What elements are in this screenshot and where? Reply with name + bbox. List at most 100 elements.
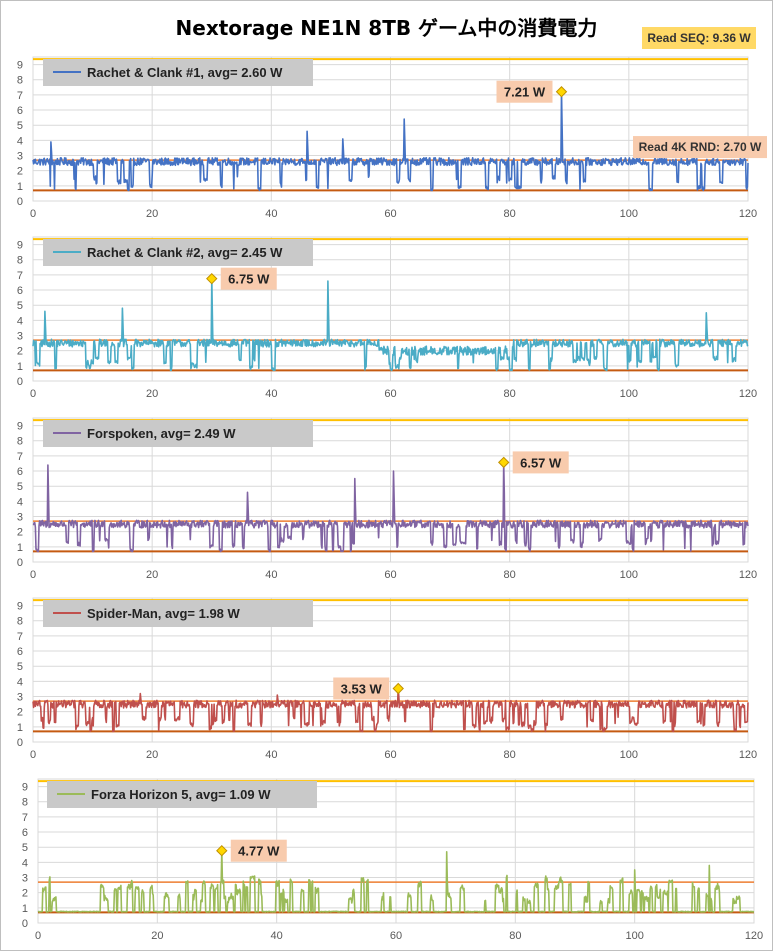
y-tick-label: 9 [17, 601, 23, 613]
peak-marker [216, 844, 228, 857]
y-tick-label: 8 [17, 616, 23, 628]
read-rnd-label: Read 4K RND: 2.70 W [639, 140, 762, 154]
x-tick-label: 100 [620, 388, 638, 400]
x-tick-label: 40 [271, 930, 283, 942]
x-tick-label: 0 [30, 749, 36, 761]
y-tick-label: 8 [22, 797, 28, 809]
peak-marker [392, 682, 404, 695]
y-tick-label: 2 [22, 888, 28, 900]
legend-box [43, 239, 313, 266]
chart-panel-2: 0 1 2 3 4 5 6 7 8 9 0 20 40 60 80 100 120 Rachet & Clank … [17, 236, 757, 400]
peak-label: 6.75 W [228, 272, 270, 287]
y-tick-label: 9 [22, 782, 28, 794]
x-tick-label: 20 [146, 388, 158, 400]
series-line [32, 461, 749, 553]
legend-label: Rachet & Clank #1, avg= 2.60 W [87, 65, 283, 80]
chart-panel-1: 0 1 2 3 4 5 6 7 8 9 0 20 40 60 80 100 120 Rachet & Clank … [17, 56, 767, 220]
x-tick-label: 80 [504, 208, 516, 220]
x-tick-label: 40 [265, 569, 277, 581]
y-tick-label: 4 [17, 315, 23, 327]
peak-label-box [230, 839, 287, 862]
peak-label-box [512, 451, 569, 474]
peak-label-box [496, 80, 553, 103]
y-tick-label: 4 [17, 496, 23, 508]
legend-box [43, 600, 313, 627]
y-tick-label: 2 [17, 166, 23, 178]
y-tick-label: 6 [17, 466, 23, 478]
legend-box [47, 781, 317, 808]
chart-panel-5: 0 1 2 3 4 5 6 7 8 9 0 20 40 60 80 100 120 Forza Horizon 5… [22, 778, 763, 942]
y-tick-label: 5 [17, 300, 23, 312]
y-tick-label: 2 [17, 707, 23, 719]
plot-area [32, 597, 749, 743]
peak-marker [498, 456, 510, 469]
y-tick-label: 9 [17, 421, 23, 433]
y-tick-label: 6 [17, 105, 23, 117]
x-tick-label: 40 [265, 388, 277, 400]
y-tick-label: 2 [17, 346, 23, 358]
y-tick-label: 1 [17, 361, 23, 373]
peak-label: 7.21 W [504, 85, 546, 100]
chart-panel-3: 0 1 2 3 4 5 6 7 8 9 0 20 40 60 80 100 120 Forspoken, avg=… [17, 417, 757, 581]
legend-label: Spider-Man, avg= 1.98 W [87, 606, 241, 621]
series-line [32, 687, 749, 733]
peak-marker [555, 86, 568, 98]
peak-label: 6.57 W [520, 455, 562, 470]
peak-label: 3.53 W [341, 681, 383, 696]
x-tick-label: 0 [30, 388, 36, 400]
x-tick-label: 80 [504, 749, 516, 761]
x-tick-label: 20 [146, 749, 158, 761]
y-tick-label: 0 [17, 557, 23, 569]
y-tick-label: 6 [17, 285, 23, 297]
y-tick-label: 5 [17, 481, 23, 493]
x-tick-label: 100 [625, 930, 643, 942]
y-tick-label: 8 [17, 436, 23, 448]
y-tick-label: 5 [22, 842, 28, 854]
peak-label-box [220, 267, 277, 290]
x-tick-label: 20 [146, 208, 158, 220]
y-tick-label: 4 [17, 676, 23, 688]
x-tick-label: 60 [384, 388, 396, 400]
x-tick-label: 80 [504, 388, 516, 400]
series-line [37, 849, 755, 913]
legend-label: Rachet & Clank #2, avg= 2.45 W [87, 245, 283, 260]
x-tick-label: 40 [265, 749, 277, 761]
x-tick-label: 40 [265, 208, 277, 220]
y-tick-label: 1 [22, 903, 28, 915]
legend-box [43, 59, 313, 86]
x-tick-label: 80 [504, 569, 516, 581]
x-tick-label: 120 [739, 388, 757, 400]
y-tick-label: 9 [17, 240, 23, 252]
chart-panel-4: 0 1 2 3 4 5 6 7 8 9 0 20 40 60 80 100 120 Spider-Man, avg… [17, 597, 757, 761]
legend-box [43, 420, 313, 447]
y-tick-label: 3 [17, 692, 23, 704]
y-tick-label: 4 [22, 857, 28, 869]
y-tick-label: 1 [17, 181, 23, 193]
x-tick-label: 60 [384, 569, 396, 581]
y-tick-label: 6 [17, 646, 23, 658]
y-tick-label: 9 [17, 60, 23, 72]
y-tick-label: 7 [17, 270, 23, 282]
plot-area [32, 236, 749, 382]
x-tick-label: 120 [745, 930, 763, 942]
y-tick-label: 7 [17, 451, 23, 463]
x-tick-label: 100 [620, 749, 638, 761]
x-tick-label: 20 [146, 569, 158, 581]
y-tick-label: 0 [17, 737, 23, 749]
peak-label-box [333, 677, 390, 700]
y-tick-label: 1 [17, 542, 23, 554]
y-tick-label: 5 [17, 661, 23, 673]
y-tick-label: 3 [17, 331, 23, 343]
chart-title: Nextorage NE1N 8TB ゲーム中の消費電力 [175, 16, 598, 40]
y-tick-label: 7 [17, 631, 23, 643]
y-tick-label: 7 [17, 90, 23, 102]
y-tick-label: 4 [17, 135, 23, 147]
x-tick-label: 0 [35, 930, 41, 942]
plot-area [32, 417, 749, 563]
y-tick-label: 6 [22, 827, 28, 839]
y-tick-label: 3 [22, 873, 28, 885]
peak-marker [206, 272, 218, 285]
x-tick-label: 120 [739, 208, 757, 220]
peak-label: 4.77 W [238, 844, 280, 859]
